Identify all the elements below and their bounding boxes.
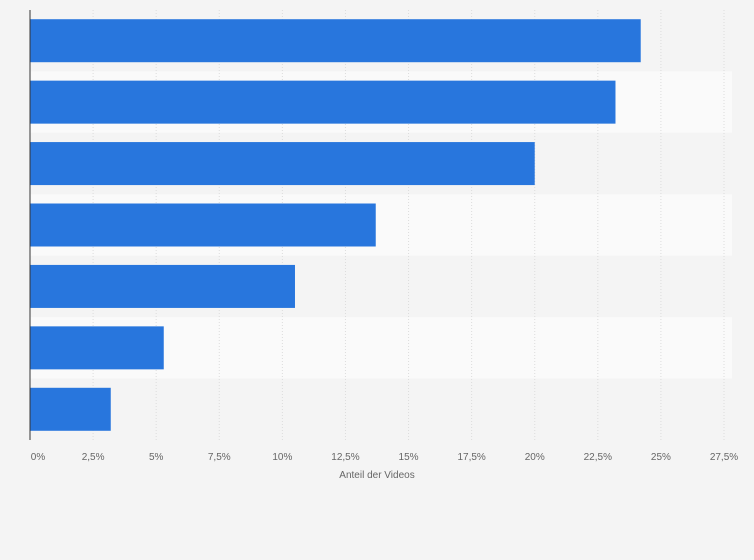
bar — [30, 19, 641, 63]
bar — [30, 264, 295, 308]
x-tick-label: 2,5% — [82, 452, 105, 463]
x-tick-label: 10% — [272, 452, 292, 463]
bar — [30, 203, 376, 247]
x-tick-label: 27,5% — [710, 452, 738, 463]
bar — [30, 387, 111, 431]
x-tick-label: 22,5% — [584, 452, 612, 463]
x-tick-label: 5% — [149, 452, 164, 463]
bar — [30, 326, 164, 370]
bar — [30, 142, 535, 186]
x-tick-label: 12,5% — [331, 452, 359, 463]
x-axis-title: Anteil der Videos — [339, 470, 414, 481]
x-tick-label: 17,5% — [457, 452, 485, 463]
bar — [30, 80, 616, 124]
x-tick-label: 15% — [399, 452, 419, 463]
x-tick-label: 0% — [31, 452, 46, 463]
x-tick-label: 25% — [651, 452, 671, 463]
x-tick-labels: 0% 2,5% 5% 7,5% 10% 12,5% 15% 17,5% 20% 22,5% 25% 2… — [31, 452, 739, 463]
x-tick-label: 7,5% — [208, 452, 231, 463]
row-band — [30, 378, 732, 440]
x-tick-label: 20% — [525, 452, 545, 463]
bars — [30, 19, 641, 431]
